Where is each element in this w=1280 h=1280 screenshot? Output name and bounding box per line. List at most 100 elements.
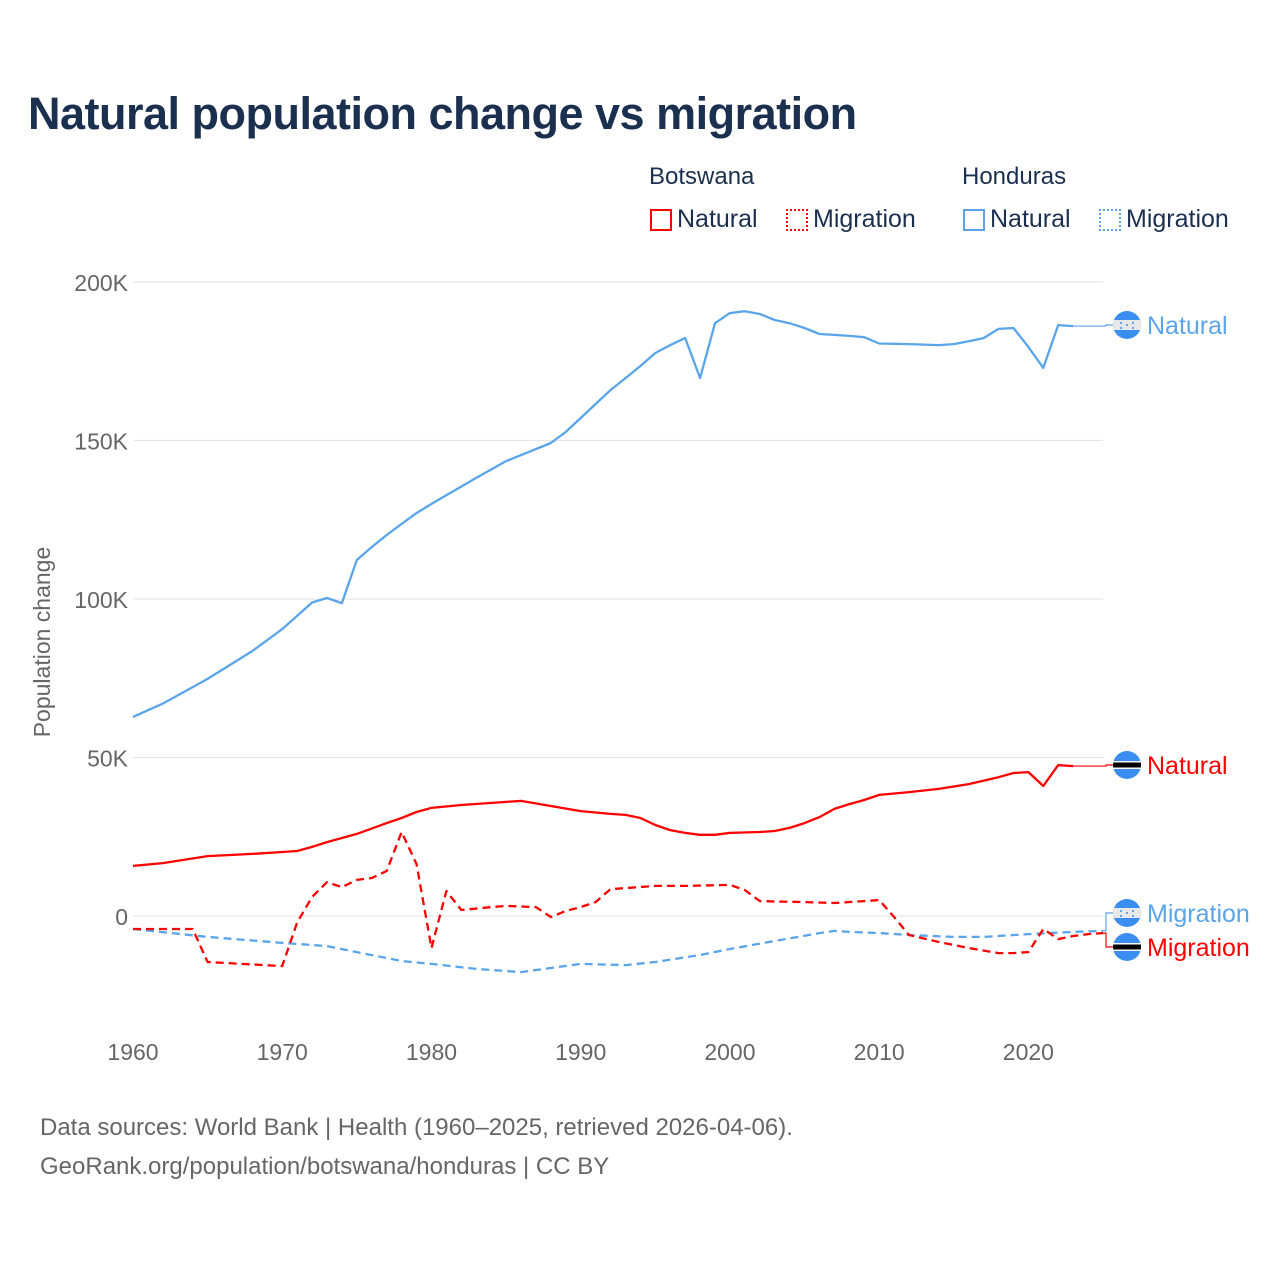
series-honduras-natural: Natural — [132, 310, 1228, 718]
data-point — [877, 341, 882, 346]
data-point — [877, 898, 882, 903]
flag-band — [1113, 762, 1141, 768]
data-point — [892, 914, 897, 919]
data-point — [653, 883, 658, 888]
data-point — [936, 343, 941, 348]
data-point — [847, 802, 852, 807]
data-point — [832, 901, 837, 906]
attribution: GeoRank.org/population/botswana/honduras… — [40, 1153, 610, 1180]
data-point — [653, 823, 658, 828]
data-point — [698, 832, 703, 837]
y-tick-label: 50K — [87, 746, 129, 772]
data-point — [683, 336, 688, 341]
data-point — [160, 701, 165, 706]
data-point — [295, 849, 300, 854]
data-point — [250, 851, 255, 856]
data-point — [563, 429, 568, 434]
data-point — [1011, 325, 1016, 330]
flag-star — [1120, 915, 1122, 917]
series-botswana-natural: Natural — [131, 751, 1228, 868]
legend-item-botswana-migration[interactable]: Migration — [786, 205, 916, 234]
data-point — [698, 376, 703, 381]
botswana-flag-icon — [1113, 751, 1141, 779]
label-connector — [1103, 932, 1113, 948]
data-point — [131, 863, 136, 868]
data-point — [578, 415, 583, 420]
data-point — [474, 475, 479, 480]
data-point — [877, 931, 882, 936]
flag-star — [1132, 915, 1134, 917]
data-point — [414, 810, 419, 815]
data-point — [429, 961, 434, 966]
data-point — [1041, 926, 1046, 931]
series-end-label: Migration — [1147, 900, 1250, 928]
data-point — [832, 332, 837, 337]
data-point — [474, 966, 479, 971]
flag-star — [1120, 910, 1122, 912]
solid-swatch-icon — [963, 208, 985, 231]
data-point — [548, 914, 553, 919]
data-point — [593, 900, 598, 905]
flag-body — [1113, 751, 1141, 779]
dotted-swatch-icon — [1099, 208, 1121, 231]
data-point — [817, 331, 822, 336]
data-point — [757, 829, 762, 834]
data-point — [205, 676, 210, 681]
line-chart: 0 50K 100K 150K 200K 1960 1970 1980 1990 2000 2010… — [29, 270, 1250, 1065]
data-point — [668, 343, 673, 348]
flag-body — [1113, 311, 1141, 339]
data-point — [713, 832, 718, 837]
data-point — [593, 402, 598, 407]
data-point — [772, 939, 777, 944]
data-point — [727, 882, 732, 887]
data-point — [862, 899, 867, 904]
data-point — [325, 880, 330, 885]
data-point — [1011, 951, 1016, 956]
data-point — [414, 862, 419, 867]
data-point — [414, 511, 419, 516]
data-point — [742, 888, 747, 893]
data-point — [369, 545, 374, 550]
data-point — [325, 596, 330, 601]
chart-title: Natural population change vs migration — [28, 88, 857, 139]
x-tick-label: 1970 — [257, 1039, 308, 1065]
legend-item-honduras-natural[interactable]: Natural — [963, 205, 1071, 234]
flag-star — [1126, 912, 1128, 914]
series-end-label: Natural — [1147, 312, 1228, 340]
flag-star — [1120, 327, 1122, 329]
data-point — [772, 829, 777, 834]
data-point — [548, 441, 553, 446]
data-point — [280, 940, 285, 945]
data-point — [862, 335, 867, 340]
legend-item-botswana-natural[interactable]: Natural — [650, 205, 758, 234]
series-line — [132, 927, 1104, 974]
data-point — [817, 931, 822, 936]
data-point — [757, 899, 762, 904]
data-point — [668, 828, 673, 833]
data-point — [653, 351, 658, 356]
y-tick-label: 200K — [74, 270, 128, 296]
series-honduras-migration: Migration — [132, 899, 1250, 974]
data-point — [578, 961, 583, 966]
data-point — [772, 318, 777, 323]
data-point — [459, 907, 464, 912]
legend-item-honduras-migration[interactable]: Migration — [1099, 205, 1229, 234]
data-point — [429, 946, 434, 951]
data-point — [936, 939, 941, 944]
data-point — [802, 900, 807, 905]
data-point — [548, 965, 553, 970]
honduras-flag-icon — [1113, 899, 1141, 927]
data-point — [1056, 763, 1061, 768]
data-point — [399, 959, 404, 964]
data-point — [966, 339, 971, 344]
flag-body — [1113, 899, 1141, 927]
y-tick-label: 0 — [115, 904, 128, 930]
data-point — [190, 926, 195, 931]
dotted-swatch-icon — [786, 208, 808, 231]
legend-group-honduras: Honduras — [962, 163, 1067, 190]
x-tick-label: 2020 — [1003, 1039, 1054, 1065]
data-point — [907, 790, 912, 795]
data-point — [623, 812, 628, 817]
data-point — [727, 946, 732, 951]
series-line — [133, 830, 1104, 968]
